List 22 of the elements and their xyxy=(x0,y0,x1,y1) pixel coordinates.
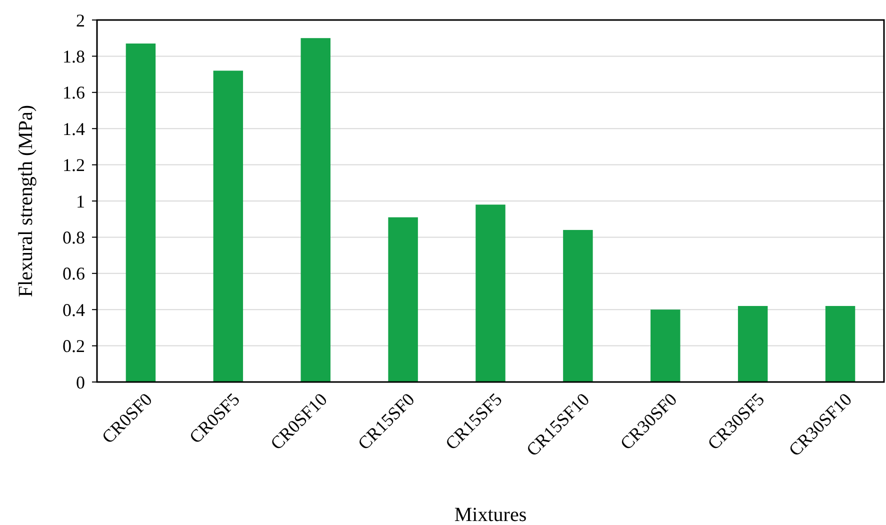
y-tick-label: 1.2 xyxy=(62,155,85,176)
y-tick-label: 1.8 xyxy=(62,46,85,66)
y-tick-label: 1 xyxy=(76,191,85,212)
bar xyxy=(738,306,768,382)
bar xyxy=(388,217,418,382)
y-tick-label: 0.4 xyxy=(62,300,85,320)
y-tick-label: 1.6 xyxy=(62,82,85,103)
y-tick-label: 1.4 xyxy=(62,118,85,139)
bar xyxy=(476,204,506,382)
y-tick-label: 0.6 xyxy=(62,264,85,284)
bar xyxy=(126,44,156,382)
y-tick-label: 0 xyxy=(76,372,85,392)
y-tick-label: 0.2 xyxy=(62,336,85,356)
y-axis-title: Flexural strength (MPa) xyxy=(15,104,37,298)
y-tick-label: 2 xyxy=(76,10,85,30)
bar xyxy=(650,310,680,382)
x-axis-title: Mixtures xyxy=(454,504,527,525)
bar xyxy=(213,70,244,382)
bar xyxy=(563,230,593,382)
y-tick-label: 0.8 xyxy=(62,228,85,248)
bar xyxy=(300,38,330,382)
bar xyxy=(825,306,856,382)
